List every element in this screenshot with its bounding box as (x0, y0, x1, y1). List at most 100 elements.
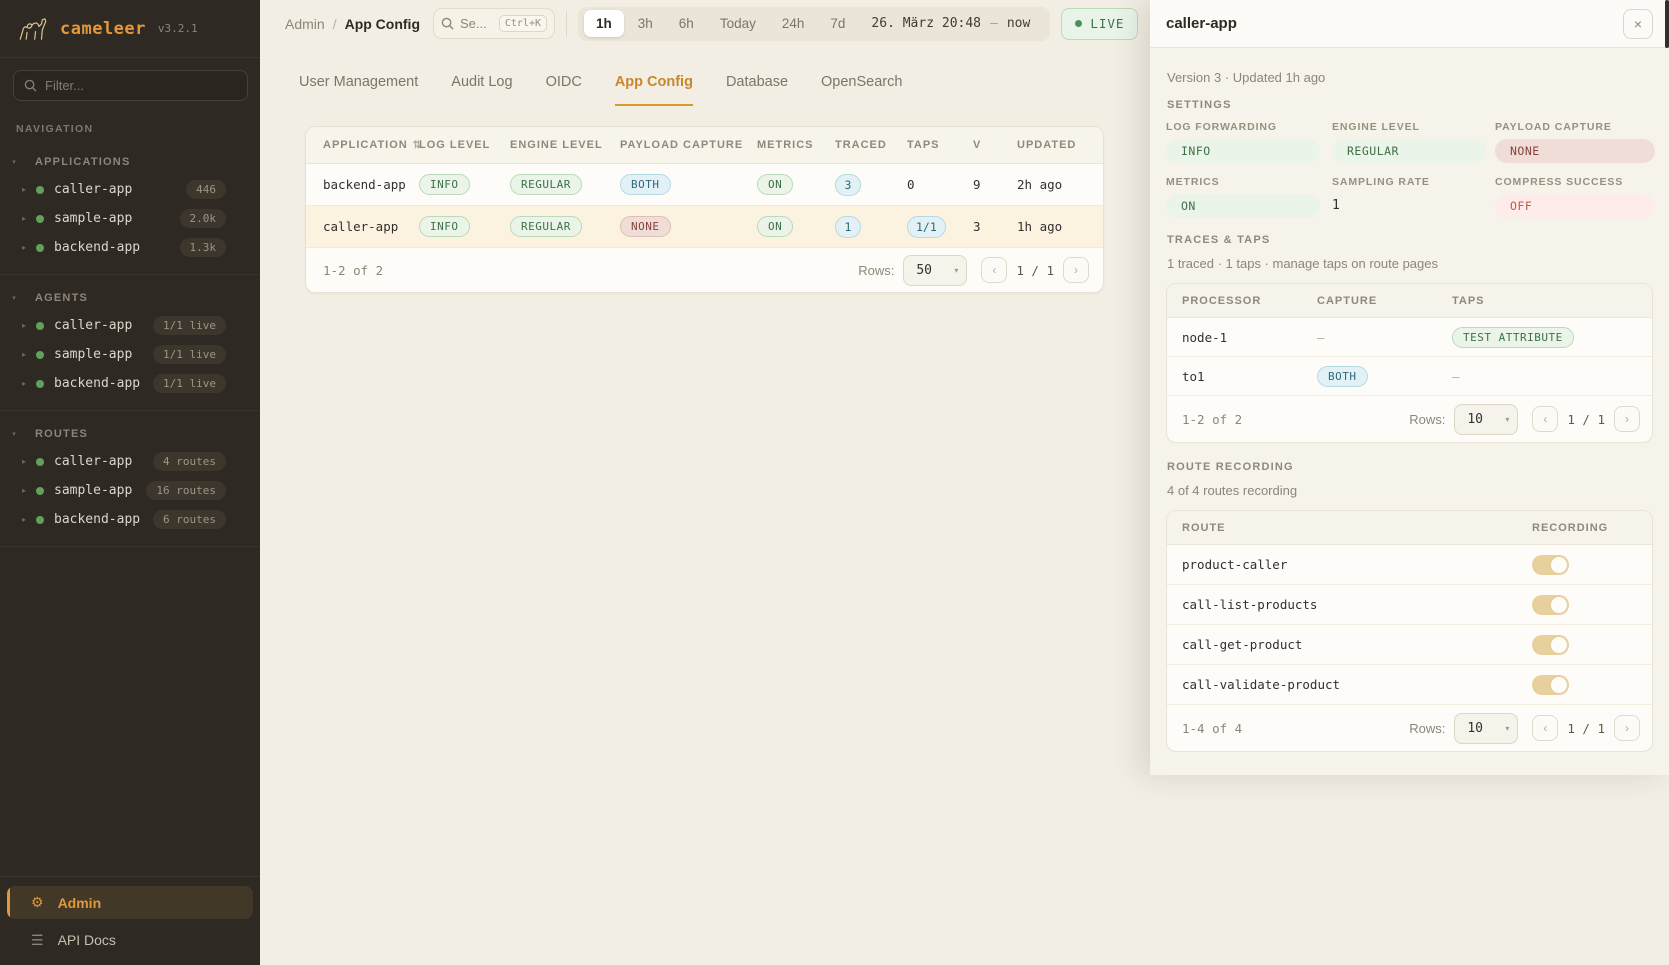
toggle-knob (1551, 596, 1567, 613)
status-dot-icon (36, 350, 44, 359)
detail-panel-caller-app: caller-app × Version 3 · Updated 1h ago … (1150, 0, 1669, 775)
setting-compress-success: COMPRESS SUCCESS OFF (1495, 176, 1655, 218)
sidebar-item-routes-backend-app[interactable]: ▸ backend-app 6 routes (0, 505, 260, 534)
group-header-agents[interactable]: ▾ AGENTS (0, 285, 260, 311)
sidebar-item-admin[interactable]: ⚙ Admin (7, 886, 253, 919)
group-header-applications[interactable]: ▾ APPLICATIONS (0, 149, 260, 175)
breadcrumb-admin-link[interactable]: Admin (285, 15, 325, 32)
app-item-label: sample-app (54, 347, 133, 362)
column-header-v: V (973, 139, 982, 151)
status-dot-icon (36, 457, 44, 466)
tab-oidc[interactable]: OIDC (545, 74, 582, 90)
range-button-3h[interactable]: 3h (637, 16, 653, 31)
tab-database[interactable]: Database (725, 74, 789, 90)
camel-logo-icon (19, 17, 47, 40)
setting-value-text: 1 (1332, 198, 1340, 213)
app-item-label: backend-app (54, 512, 141, 527)
traces-row-node-1[interactable]: node-1 — TEST ATTRIBUTE (1167, 318, 1652, 357)
chevron-right-icon: ▸ (22, 243, 27, 252)
column-header-engine-level: ENGINE LEVEL (510, 139, 603, 151)
route-row-call-get-product[interactable]: call-get-product (1167, 625, 1652, 665)
sidebar-filter[interactable] (13, 70, 248, 101)
tab-audit-log[interactable]: Audit Log (451, 74, 513, 90)
range-button-7d[interactable]: 7d (830, 16, 846, 31)
sidebar-item-backend-app[interactable]: ▸ backend-app 1.3k (0, 233, 260, 262)
recording-toggle[interactable] (1532, 634, 1569, 655)
scrollbar-thumb[interactable] (1665, 0, 1669, 48)
chevron-right-icon: › (1074, 263, 1078, 277)
recording-toggle[interactable] (1532, 674, 1569, 695)
setting-value-badge: INFO (1166, 139, 1320, 163)
breadcrumb-current: App Config (344, 15, 420, 32)
pagination: ‹ 1 / 1 › (981, 257, 1089, 283)
date-end: now (1006, 16, 1031, 31)
panel-meta: Version 3 · Updated 1h ago (1167, 70, 1326, 85)
recording-toggle[interactable] (1532, 594, 1569, 615)
tab-app-config[interactable]: App Config (614, 74, 693, 106)
taps-value: — (1452, 368, 1460, 384)
sidebar-item-agent-backend-app[interactable]: ▸ backend-app 1/1 live (0, 369, 260, 398)
search-icon (24, 79, 37, 92)
sidebar-item-caller-app[interactable]: ▸ caller-app 446 (0, 175, 260, 204)
range-button-6h[interactable]: 6h (678, 16, 694, 31)
app-config-table: APPLICATION ⇅ LOG LEVEL ENGINE LEVEL PAYL… (305, 126, 1104, 293)
recording-toggle[interactable] (1532, 554, 1569, 575)
route-row-call-list-products[interactable]: call-list-products (1167, 585, 1652, 625)
next-page-button[interactable]: › (1063, 257, 1089, 283)
route-name: product-caller (1182, 557, 1288, 572)
count-badge: 2.0k (179, 209, 226, 228)
rows-per-page-select[interactable]: 50 ▾ (903, 254, 968, 286)
route-name: call-validate-product (1182, 677, 1341, 692)
column-header-recording: RECORDING (1532, 521, 1609, 534)
page-indicator: 1 / 1 (1567, 411, 1605, 427)
filter-input[interactable] (45, 78, 237, 93)
chevron-right-icon: › (1625, 412, 1629, 426)
tab-user-management[interactable]: User Management (299, 74, 419, 90)
sidebar-item-routes-caller-app[interactable]: ▸ caller-app 4 routes (0, 447, 260, 476)
sidebar-spacer (0, 547, 260, 876)
sidebar-item-agent-sample-app[interactable]: ▸ sample-app 1/1 live (0, 340, 260, 369)
route-row-product-caller[interactable]: product-caller (1167, 545, 1652, 585)
chevron-right-icon: ▸ (22, 185, 27, 194)
recording-section-label: ROUTE RECORDING (1167, 461, 1294, 473)
gear-icon: ⚙ (31, 894, 44, 910)
route-row-call-validate-product[interactable]: call-validate-product (1167, 665, 1652, 705)
traces-header-row: PROCESSOR CAPTURE TAPS (1167, 284, 1652, 318)
rows-per-page-select[interactable]: 10 ▾ (1454, 712, 1519, 744)
group-header-routes[interactable]: ▾ ROUTES (0, 421, 260, 447)
close-panel-button[interactable]: × (1623, 8, 1653, 39)
setting-metrics: METRICS ON (1166, 176, 1332, 218)
range-button-1h[interactable]: 1h (584, 10, 624, 37)
global-search[interactable]: Se... Ctrl+K (433, 8, 555, 39)
traces-row-to1[interactable]: to1 BOTH — (1167, 357, 1652, 396)
rows-per-page-label: Rows: (1409, 411, 1446, 427)
prev-page-button[interactable]: ‹ (1532, 406, 1559, 432)
menu-icon: ☰ (31, 931, 44, 948)
recording-footer: 1-4 of 4 Rows: 10 ▾ ‹ 1 / 1 › (1167, 705, 1652, 751)
rows-per-page-select[interactable]: 10 ▾ (1454, 403, 1519, 435)
next-page-button[interactable]: › (1614, 715, 1640, 741)
prev-page-button[interactable]: ‹ (981, 257, 1008, 283)
table-row-backend-app[interactable]: backend-app INFO REGULAR BOTH ON 3 0 9 2… (306, 164, 1103, 206)
chevron-left-icon: ‹ (1543, 721, 1548, 735)
time-range-control: 1h 3h 6h Today 24h 7d 26. März 20:48 — n… (578, 6, 1051, 41)
sidebar-item-agent-caller-app[interactable]: ▸ caller-app 1/1 live (0, 311, 260, 340)
panel-body: Version 3 · Updated 1h ago SETTINGS LOG … (1150, 48, 1669, 770)
page-indicator: 1 / 1 (1567, 720, 1605, 736)
date-range-display[interactable]: 26. März 20:48 — now (859, 16, 1044, 31)
taps-badge: TEST ATTRIBUTE (1452, 326, 1574, 348)
live-toggle-button[interactable]: LIVE (1061, 7, 1139, 40)
tab-opensearch[interactable]: OpenSearch (821, 74, 903, 90)
prev-page-button[interactable]: ‹ (1532, 715, 1559, 741)
sidebar-group-applications: ▾ APPLICATIONS ▸ caller-app 446 ▸ sample… (0, 139, 260, 275)
sidebar-item-routes-sample-app[interactable]: ▸ sample-app 16 routes (0, 476, 260, 505)
range-button-24h[interactable]: 24h (781, 16, 805, 31)
table-row-caller-app[interactable]: caller-app INFO REGULAR NONE ON 1 1/1 3 … (306, 206, 1103, 248)
sidebar-item-api-docs[interactable]: ☰ API Docs (7, 925, 253, 955)
next-page-button[interactable]: › (1614, 406, 1640, 432)
route-name: call-get-product (1182, 637, 1303, 652)
status-dot-icon (36, 185, 44, 194)
sidebar-item-sample-app[interactable]: ▸ sample-app 2.0k (0, 204, 260, 233)
column-header-application[interactable]: APPLICATION ⇅ (323, 139, 423, 151)
range-button-today[interactable]: Today (719, 16, 756, 31)
